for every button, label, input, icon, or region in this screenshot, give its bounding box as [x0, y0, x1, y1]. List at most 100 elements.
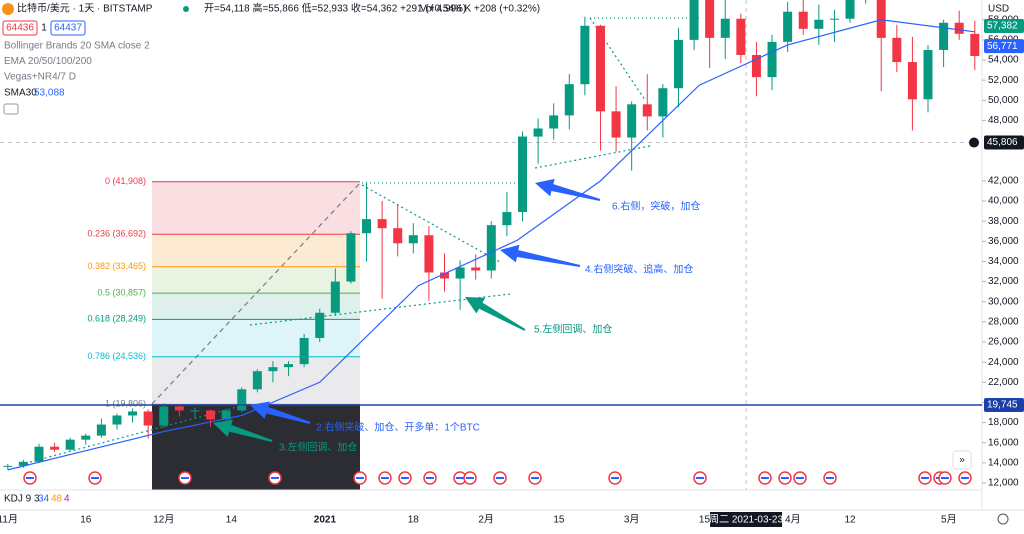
arrow	[465, 297, 526, 331]
x-tick-label: 15	[553, 515, 565, 526]
candle-body	[206, 410, 216, 420]
x-tick-label: 12月	[153, 514, 174, 526]
candle-body	[362, 219, 372, 234]
y-tick-label: 42,000	[988, 175, 1019, 186]
candle-body	[580, 25, 590, 85]
sma-name: SMA30	[4, 88, 37, 99]
crosshair-date: 周二 2021-03-23	[709, 514, 783, 526]
y-tick-label: 28,000	[988, 316, 1019, 327]
sma-line	[7, 19, 975, 471]
kdj-j: 4	[64, 494, 70, 505]
candle-body	[65, 439, 75, 450]
trend-line	[249, 293, 511, 326]
candle-body	[736, 18, 746, 55]
annotation: 5.左侧回调、加仓	[534, 323, 612, 336]
y-tick-label: 14,000	[988, 457, 1019, 468]
sell-box[interactable]	[2, 20, 38, 36]
fib-band	[152, 234, 360, 267]
y-tick-label: 30,000	[988, 296, 1019, 307]
candle-body	[502, 212, 512, 226]
x-tick-label: 2月	[478, 514, 494, 526]
candle-body	[751, 54, 761, 78]
fib-label: 0.618 (28,249)	[87, 314, 146, 324]
candle-body	[923, 49, 933, 100]
fib-label: 1 (19,806)	[105, 399, 146, 409]
candle-body	[34, 446, 44, 462]
annotation: 6.右侧，突破，加仓	[612, 200, 700, 213]
x-tick-label: 16	[80, 515, 92, 526]
status-dot	[183, 6, 189, 12]
candle-body	[268, 367, 278, 372]
fib-band	[152, 181, 360, 235]
candle-body	[798, 11, 808, 29]
buy-box[interactable]	[50, 20, 86, 36]
collapse-btn[interactable]	[3, 103, 19, 115]
x-tick-label: 5月	[941, 514, 957, 526]
sell-price: 64436	[6, 23, 34, 34]
y-tick-label: 24,000	[988, 357, 1019, 368]
price-tag: 56,771	[987, 41, 1018, 52]
candle-body	[440, 272, 450, 279]
crosshair-date-bg	[710, 512, 783, 527]
candle-body	[408, 235, 418, 244]
candle-body	[159, 406, 169, 426]
kdj-k: 34	[38, 494, 50, 505]
candle-body	[939, 22, 949, 50]
indicator-label: EMA 20/50/100/200	[4, 56, 92, 67]
arrow	[500, 244, 581, 267]
candle-body	[689, 0, 699, 40]
settings-icon[interactable]	[997, 513, 1009, 525]
y-tick-label: 48,000	[988, 115, 1019, 126]
scroll-icon: »	[959, 455, 965, 466]
fib-band	[152, 319, 360, 357]
plot: 0 (41,908) 0.236 (36,692) 0.382 (33,465) 0.…	[0, 0, 982, 490]
annotation: 4.右侧突破、追高、加仓	[585, 263, 693, 276]
scroll-btn[interactable]	[952, 450, 972, 470]
candle-body	[954, 22, 964, 34]
candle-body	[892, 37, 902, 63]
y-tick-label: 50,000	[988, 95, 1019, 106]
candle-body	[315, 312, 325, 338]
hline-tag-bg	[984, 397, 1024, 412]
candle-body	[907, 62, 917, 100]
candle-body	[50, 446, 60, 450]
candle-body	[611, 111, 621, 138]
candle-body	[705, 0, 715, 38]
kdj-d: 48	[51, 494, 63, 505]
trend-line	[151, 182, 361, 405]
arrow	[213, 419, 273, 442]
y-tick-label: 22,000	[988, 377, 1019, 388]
trend-line	[361, 184, 501, 263]
price-tag-bg	[984, 39, 1024, 54]
candle-body	[3, 465, 13, 467]
y-tick-label: 32,000	[988, 276, 1019, 287]
crosshair-plus[interactable]	[969, 137, 979, 148]
candle-body	[783, 11, 793, 42]
y-tick-label: 16,000	[988, 437, 1019, 448]
candle-body	[299, 337, 309, 365]
candle-body	[393, 228, 403, 244]
x-tick-label: 18	[408, 515, 420, 526]
crosshair-tag-bg	[984, 135, 1024, 150]
candle-body	[330, 281, 340, 313]
candle-body	[767, 41, 777, 78]
y-tick-label: 52,000	[988, 75, 1019, 86]
hline-tag: 19,745	[987, 400, 1018, 411]
candle-body	[424, 235, 434, 273]
y-tick-label: 38,000	[988, 216, 1019, 227]
candle-body	[564, 84, 574, 116]
candle-body	[970, 33, 980, 56]
candle-body	[221, 410, 231, 420]
fib-band	[152, 293, 360, 320]
candle-body	[284, 364, 294, 368]
candle-body	[720, 18, 730, 38]
candle-body	[143, 411, 153, 426]
x-tick-label: 4月	[785, 514, 801, 526]
candle-body	[533, 128, 543, 137]
buy-price: 64437	[54, 23, 82, 34]
candle-body	[18, 461, 28, 466]
sma-value: 53,088	[34, 88, 65, 99]
price-tag: 57,382	[987, 21, 1018, 32]
indicator-label: Bollinger Brands 20 SMA close 2	[4, 41, 150, 52]
